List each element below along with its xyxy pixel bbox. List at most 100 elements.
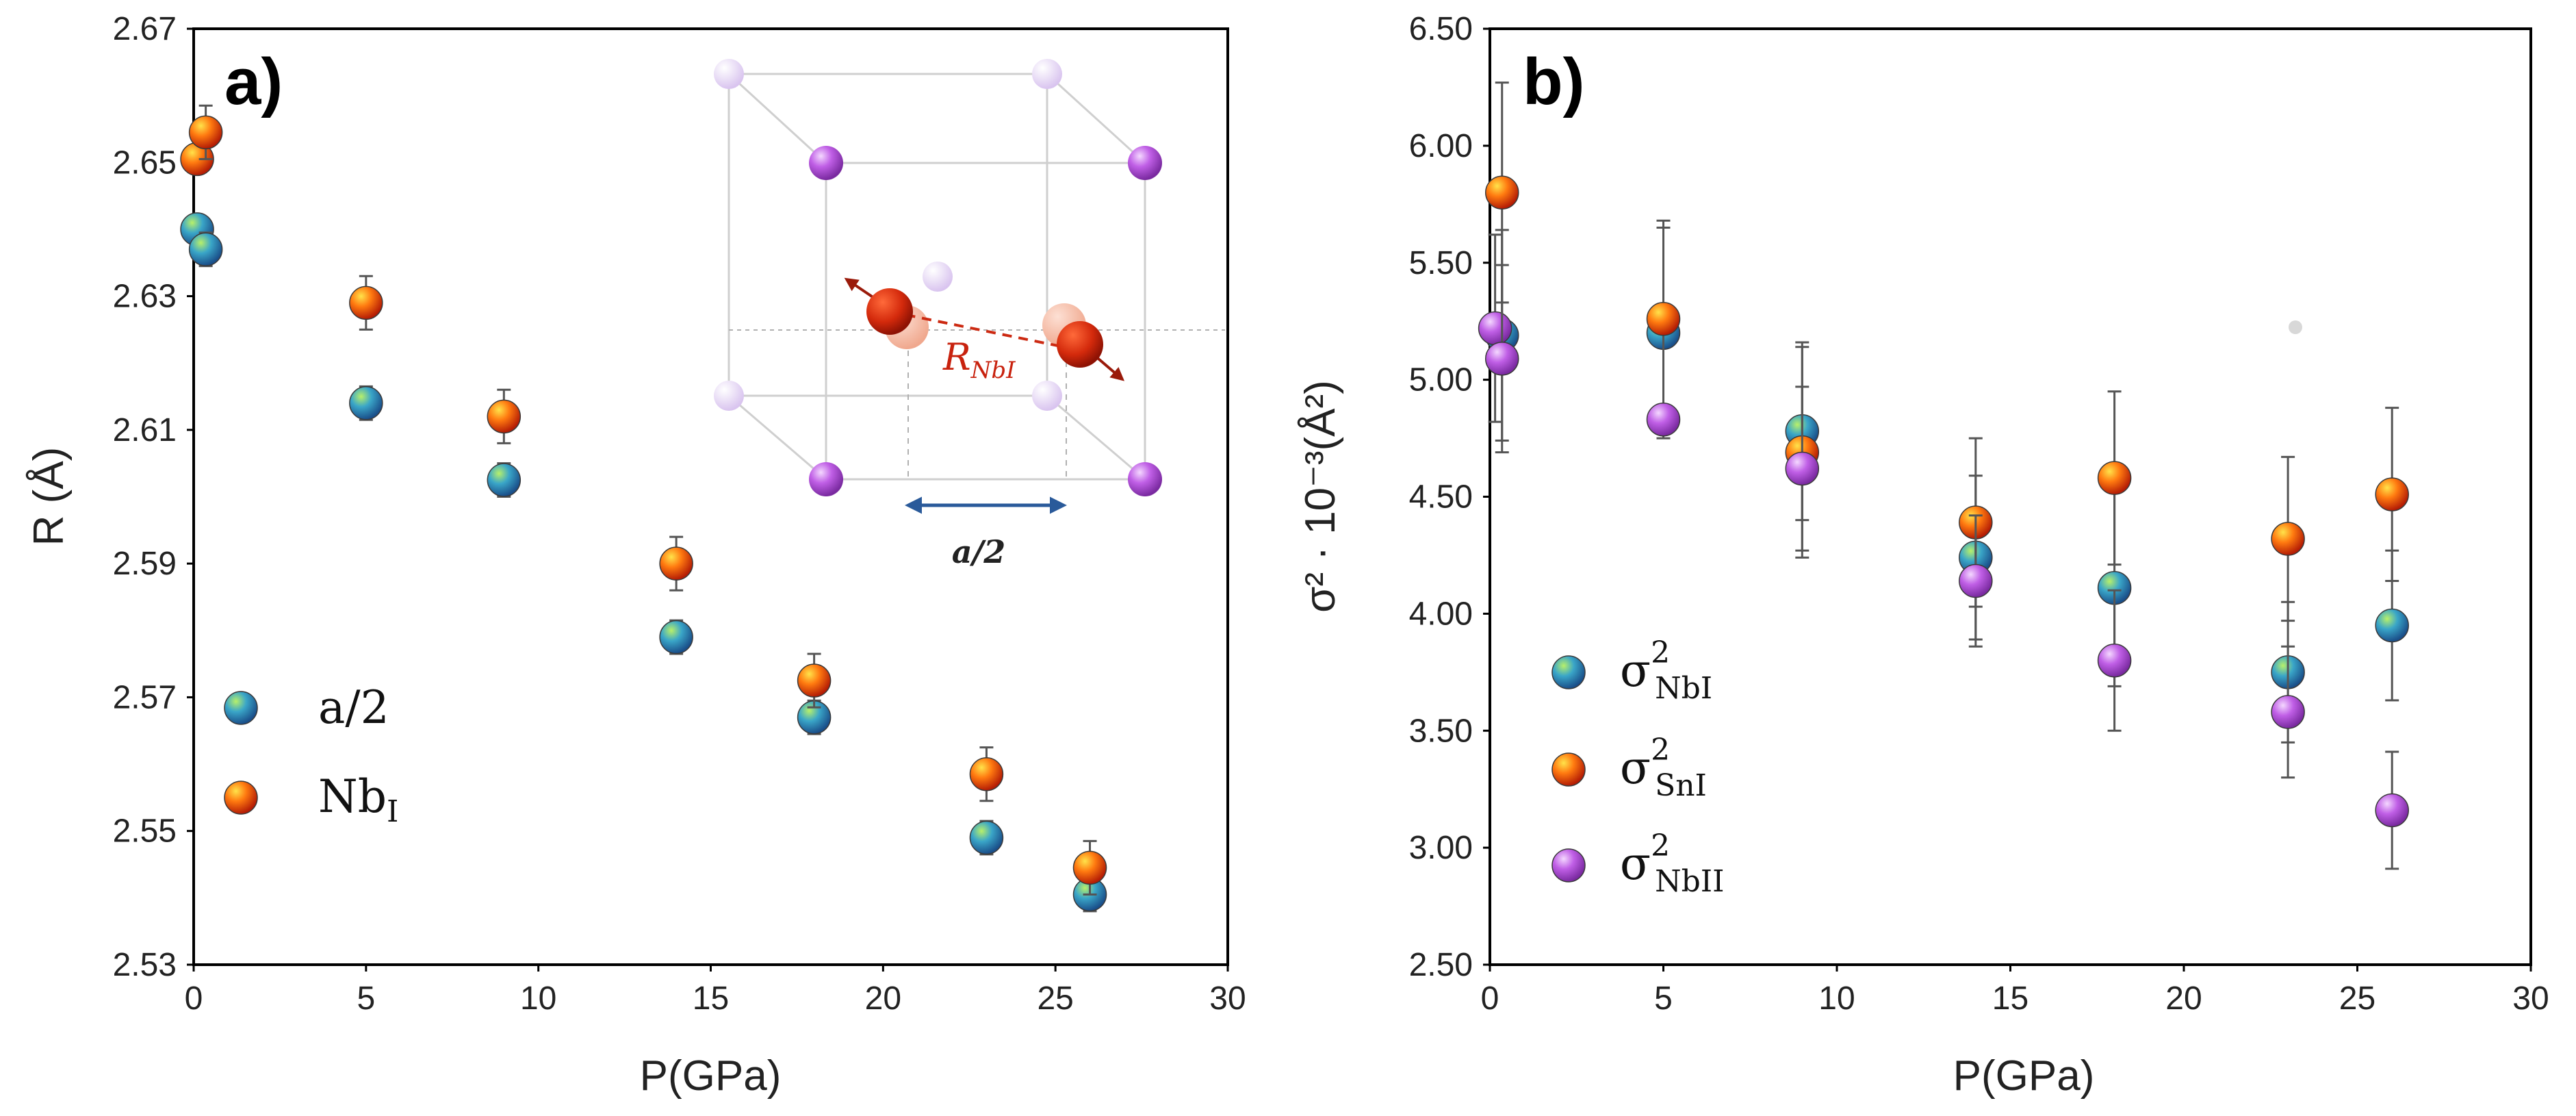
legend-label-a2: a/2 bbox=[318, 681, 389, 734]
y-tick-label: 4.50 bbox=[1409, 479, 1473, 516]
plot-frame-a bbox=[192, 27, 1229, 966]
y-axis-label-b: σ² · 10⁻³(Å²) bbox=[1297, 380, 1344, 613]
legend-label-sigma-nbii: σ bbox=[1620, 837, 1651, 890]
data-point bbox=[349, 286, 383, 320]
y-tick-label: 2.61 bbox=[113, 412, 177, 448]
legend-a: a/2 NbI bbox=[224, 681, 398, 829]
legend-label-sigma-sni: σ bbox=[1620, 741, 1651, 794]
legend-sup-sigma-nbii: 2 bbox=[1651, 828, 1670, 863]
legend-marker-sigma-nbi bbox=[1551, 655, 1586, 689]
x-axis-label-b: P(GPa) bbox=[1953, 1052, 2095, 1100]
y-tick-label: 2.59 bbox=[113, 546, 177, 582]
y-tick-label: 5.00 bbox=[1409, 362, 1473, 398]
data-point bbox=[1478, 311, 1512, 346]
data-point bbox=[487, 399, 521, 434]
x-tick-label: 5 bbox=[357, 980, 375, 1017]
y-tick-label: 6.00 bbox=[1409, 128, 1473, 164]
legend-marker-nbi bbox=[224, 781, 258, 815]
data-point bbox=[1484, 342, 1519, 376]
legend-label-nbi-sub: I bbox=[387, 794, 398, 829]
y-tick-label: 2.57 bbox=[113, 679, 177, 715]
data-point bbox=[2375, 608, 2409, 643]
y-tick-label: 2.55 bbox=[113, 813, 177, 850]
x-tick-label: 15 bbox=[1992, 980, 2028, 1017]
panel-label-b: b) bbox=[1523, 45, 1585, 118]
data-point bbox=[969, 820, 1004, 855]
data-point bbox=[2375, 793, 2409, 828]
svg-text:NbI: NbI bbox=[318, 770, 398, 829]
legend-marker-a2 bbox=[224, 691, 258, 725]
panel-label-a: a) bbox=[224, 45, 283, 118]
legend-label-nbi: Nb bbox=[318, 770, 387, 823]
data-point bbox=[2097, 643, 2132, 678]
legend-b: σ2 NbI σ2 SnI σ2 NbII bbox=[1551, 635, 1725, 899]
x-tick-label: 10 bbox=[1818, 980, 1855, 1017]
y-tick-label: 2.50 bbox=[1409, 947, 1473, 983]
x-tick-label: 30 bbox=[1209, 980, 1246, 1017]
x-tick-label: 5 bbox=[1654, 980, 1673, 1017]
stray-dot bbox=[2289, 320, 2302, 334]
data-point bbox=[2375, 477, 2409, 511]
y-tick-label: 2.63 bbox=[113, 279, 177, 315]
data-point bbox=[1785, 451, 1820, 486]
y-tick-label: 2.65 bbox=[113, 144, 177, 181]
legend-sub-sigma-sni: SnI bbox=[1655, 768, 1707, 803]
x-tick-label: 10 bbox=[520, 980, 556, 1017]
y-axis-label-a: R (Å) bbox=[25, 447, 73, 546]
axis-ticks-a: 0 5 10 15 20 25 30 2.53 2.55 2.57 2.59 2.61 2.63 2.65… bbox=[113, 11, 1246, 1017]
data-point bbox=[1646, 302, 1681, 336]
y-tick-label: 3.00 bbox=[1409, 830, 1473, 866]
x-axis-label-a: P(GPa) bbox=[640, 1052, 782, 1100]
legend-label-sigma-nbi: σ bbox=[1620, 644, 1651, 697]
plot-frame-b bbox=[1489, 27, 2532, 966]
x-tick-label: 25 bbox=[1037, 980, 1073, 1017]
legend-marker-sigma-nbii bbox=[1551, 848, 1586, 883]
y-tick-label: 5.50 bbox=[1409, 245, 1473, 281]
data-point bbox=[2271, 522, 2305, 556]
x-tick-label: 25 bbox=[2339, 980, 2375, 1017]
x-tick-label: 15 bbox=[693, 980, 729, 1017]
inset-distance-subscript: NbI bbox=[970, 357, 1016, 384]
data-point bbox=[1646, 402, 1681, 437]
data-point bbox=[349, 386, 383, 420]
x-tick-label: 20 bbox=[865, 980, 901, 1017]
legend-sub-sigma-nbii: NbII bbox=[1655, 864, 1724, 899]
data-points-b bbox=[1478, 81, 2409, 870]
crystal-structure-inset: RNbI a/2 bbox=[714, 59, 1225, 570]
y-tick-label: 3.50 bbox=[1409, 713, 1473, 749]
data-point bbox=[659, 620, 693, 655]
data-point bbox=[487, 463, 521, 497]
data-point bbox=[188, 232, 223, 266]
data-point bbox=[2271, 695, 2305, 729]
data-point bbox=[2097, 461, 2132, 495]
inset-distance-label: R bbox=[942, 335, 971, 379]
data-point bbox=[1072, 850, 1107, 885]
series-b-2 bbox=[1478, 233, 2409, 870]
svg-text:RNbI: RNbI bbox=[942, 335, 1016, 384]
legend-sub-sigma-nbi: NbI bbox=[1655, 671, 1712, 706]
y-tick-label: 2.53 bbox=[113, 947, 177, 983]
x-tick-label: 0 bbox=[1481, 980, 1499, 1017]
series-a-0 bbox=[180, 212, 1107, 913]
legend-marker-sigma-sni bbox=[1551, 752, 1586, 787]
series-b-1 bbox=[1484, 81, 2409, 622]
x-tick-label: 30 bbox=[2512, 980, 2549, 1017]
legend-sup-sigma-nbi: 2 bbox=[1651, 635, 1670, 670]
y-tick-label: 2.67 bbox=[113, 11, 177, 47]
data-point bbox=[1959, 563, 1993, 598]
y-tick-label: 4.00 bbox=[1409, 596, 1473, 632]
inset-lattice-label: a/2 bbox=[952, 533, 1006, 570]
data-point bbox=[188, 115, 223, 150]
data-point bbox=[969, 757, 1004, 791]
data-point bbox=[1484, 175, 1519, 210]
data-point bbox=[659, 546, 693, 581]
x-tick-label: 20 bbox=[2165, 980, 2202, 1017]
data-point bbox=[797, 663, 832, 698]
y-tick-label: 6.50 bbox=[1409, 11, 1473, 47]
series-a-1 bbox=[180, 104, 1107, 896]
legend-sup-sigma-sni: 2 bbox=[1651, 733, 1670, 768]
